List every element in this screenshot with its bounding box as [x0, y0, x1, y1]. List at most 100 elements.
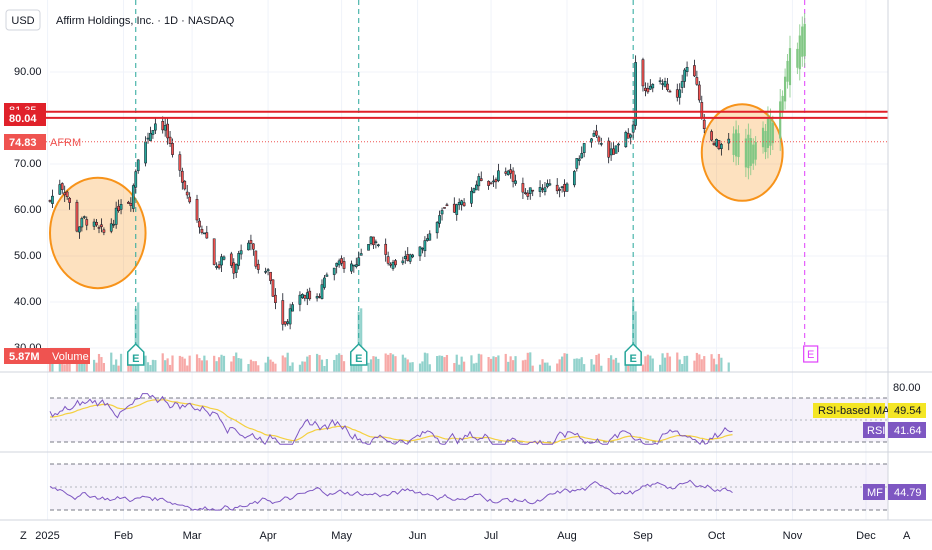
volume-bar [274, 363, 277, 372]
candle-body [340, 258, 343, 264]
candle-body [352, 264, 356, 267]
last-price-value: 74.83 [9, 137, 37, 149]
candle-body [372, 236, 375, 246]
volume-bar [61, 359, 64, 372]
time-tick: Aug [557, 530, 577, 542]
price-tick: 70.00 [14, 158, 42, 170]
rsi-badge: RSI 41.64 [863, 422, 926, 438]
volume-bar [230, 361, 233, 372]
volume-bar [445, 354, 449, 372]
volume-bar [600, 365, 603, 372]
volume-bar [48, 359, 52, 372]
volume-bar [666, 352, 669, 372]
volume-bar [217, 357, 221, 372]
candle-body [457, 202, 461, 206]
volume-bar [681, 363, 684, 372]
resistance-lines[interactable] [46, 110, 888, 143]
candle-body [543, 187, 547, 193]
volume-bar [443, 357, 446, 372]
candle-body [477, 176, 481, 187]
candle-body [418, 246, 422, 257]
candle-body [462, 202, 466, 207]
candle-body [144, 141, 147, 164]
time-tick: May [331, 530, 352, 542]
candle-body [648, 85, 652, 90]
projection-body [803, 23, 806, 57]
candle-body [428, 233, 432, 241]
volume-bar [134, 308, 137, 372]
volume-bar [83, 359, 86, 372]
volume-bar [614, 357, 618, 372]
volume-bar [543, 362, 547, 372]
candle-body [641, 59, 645, 87]
candle-body [720, 144, 723, 149]
candle-body [607, 140, 611, 158]
candle-body [131, 185, 135, 209]
volume-bar [458, 364, 461, 372]
currency-box[interactable] [5, 9, 41, 31]
earnings-marker-icon [624, 342, 642, 366]
candle-body [580, 153, 584, 159]
auto-scale-button[interactable]: A [903, 530, 911, 542]
volume-bar [198, 358, 201, 372]
candle-body [712, 142, 716, 146]
candle-body [65, 191, 69, 198]
candle-body [575, 158, 579, 169]
volume-bar [470, 355, 473, 372]
projection-body [732, 133, 735, 155]
candle-body [68, 197, 71, 203]
volume-bar [651, 358, 654, 372]
volume-bar [472, 363, 476, 372]
projection-body [783, 76, 787, 102]
candle-body [252, 243, 255, 250]
mf-panel[interactable] [49, 463, 888, 511]
candle-body [325, 274, 329, 277]
candle-body [634, 62, 637, 126]
price-tick: 90.00 [14, 66, 42, 78]
projection-body [747, 134, 750, 169]
volume-bar [171, 355, 174, 372]
candle-body [528, 187, 532, 194]
candle-body [509, 169, 513, 174]
candle-body [215, 265, 218, 268]
candle-body [102, 229, 106, 233]
projection-body [754, 141, 757, 160]
candle-body [678, 89, 682, 98]
candle-body [548, 183, 552, 186]
volume-bar [526, 352, 529, 372]
candle-body [644, 87, 647, 91]
projection-body [781, 95, 784, 113]
volume-bar [678, 359, 681, 372]
z-icon[interactable]: Z [20, 530, 27, 542]
resistance-value: 80.04 [9, 113, 37, 125]
projection-body [796, 48, 799, 68]
volume-bar [617, 362, 620, 372]
time-tick: Feb [114, 530, 133, 542]
volume-bar [232, 356, 235, 372]
candle-body [389, 263, 392, 266]
volume-bar [561, 356, 564, 372]
candle-body [695, 77, 699, 85]
price-candles[interactable] [48, 55, 731, 331]
time-tick: Oct [708, 530, 725, 542]
volume-bar [389, 353, 392, 372]
volume-bar [289, 365, 292, 372]
projection-body [769, 117, 772, 146]
candle-body [479, 178, 483, 181]
volume-bar [428, 364, 431, 372]
volume-bar [247, 364, 250, 372]
candle-body [239, 250, 243, 255]
volume-bar [195, 354, 199, 372]
volume-bar [418, 363, 422, 372]
rsi-panel[interactable] [49, 393, 888, 445]
candle-body [577, 158, 581, 161]
volume-bar [144, 355, 147, 372]
volume-bar [102, 362, 106, 372]
candle-body [217, 264, 221, 269]
candle-body [384, 243, 388, 255]
volume-bar [146, 362, 150, 372]
candle-body [188, 196, 192, 203]
time-axis[interactable]: 2025 Feb Mar Apr May Jun Jul Aug Sep Oct Nov Dec [35, 530, 876, 542]
